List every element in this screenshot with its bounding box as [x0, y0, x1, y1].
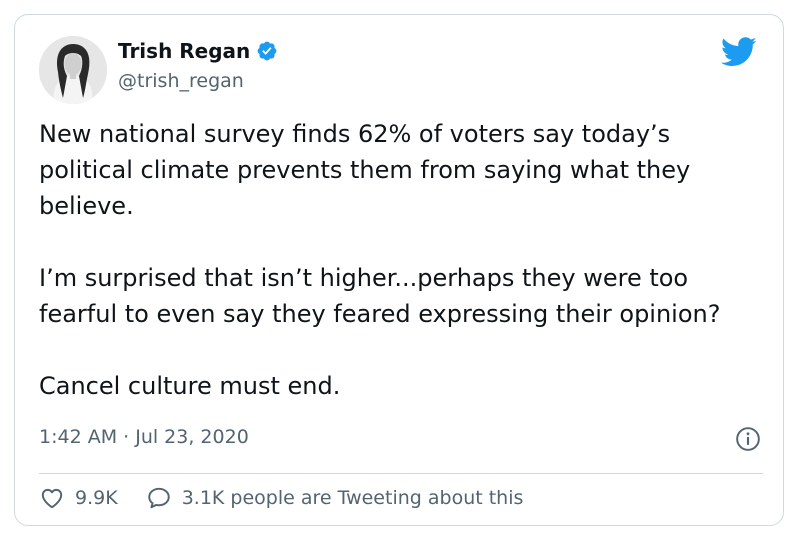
- tweet-card[interactable]: Trish Regan @trish_regan New national su…: [14, 14, 784, 526]
- tweeting-about-link[interactable]: 3.1K people are Tweeting about this: [146, 485, 524, 511]
- author-display-name[interactable]: Trish Regan: [118, 39, 251, 63]
- verified-badge-icon: [256, 40, 278, 62]
- tweet-actions: 9.9K 3.1K people are Tweeting about this: [39, 481, 523, 515]
- author-handle[interactable]: @trish_regan: [118, 70, 244, 92]
- tweet-paragraph: I’m surprised that isn’t higher...perhap…: [39, 264, 721, 328]
- speech-bubble-icon: [146, 485, 172, 511]
- avatar[interactable]: [39, 36, 107, 104]
- like-button[interactable]: 9.9K: [39, 485, 118, 511]
- tweeting-about-text: 3.1K people are Tweeting about this: [181, 487, 524, 509]
- tweet-text: New national survey finds 62% of voters …: [39, 116, 764, 404]
- author-name-row: Trish Regan: [118, 39, 278, 63]
- divider: [39, 473, 763, 474]
- info-icon[interactable]: [735, 426, 761, 452]
- avatar-photo: [39, 36, 107, 104]
- twitter-bird-icon[interactable]: [720, 37, 757, 67]
- heart-icon: [39, 485, 65, 511]
- like-count: 9.9K: [75, 487, 118, 509]
- tweet-timestamp[interactable]: 1:42 AM · Jul 23, 2020: [39, 426, 249, 448]
- tweet-paragraph: Cancel culture must end.: [39, 372, 341, 400]
- tweet-paragraph: New national survey finds 62% of voters …: [39, 120, 691, 220]
